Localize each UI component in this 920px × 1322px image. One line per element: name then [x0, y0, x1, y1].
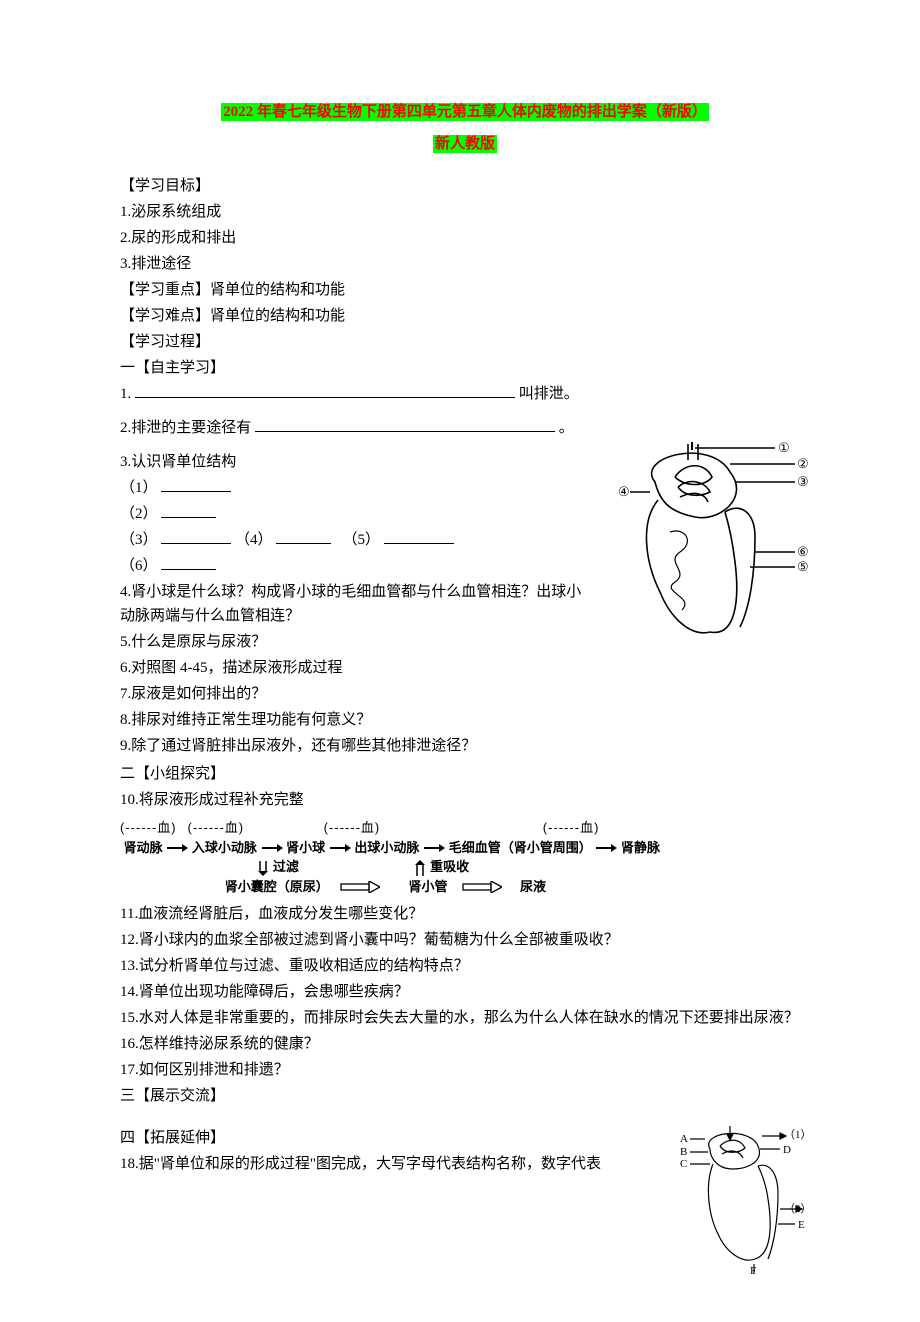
- process-header: 【学习过程】: [120, 330, 810, 354]
- question-16: 16.怎样维持泌尿系统的健康？: [120, 1032, 810, 1056]
- blood-blank-2: (------血): [187, 820, 244, 835]
- document-title: 2022 年春七年级生物下册第四单元第五章人体内废物的排出学案（新版）: [120, 100, 810, 124]
- objective-2: 2.尿的形成和排出: [120, 226, 810, 250]
- arrow-icon: [261, 843, 283, 853]
- question-1: 1. 叫排泄。: [120, 382, 810, 406]
- blood-blank-1: (------血): [120, 820, 177, 835]
- exchange-header: 三【展示交流】: [120, 1084, 810, 1108]
- arrow-icon: [595, 843, 617, 853]
- flow-row-blood: (------血) (------血) (------血) (------血): [120, 818, 810, 838]
- question-14: 14.肾单位出现功能障碍后，会患哪些疾病？: [120, 980, 810, 1004]
- q3-i4-blank: [276, 529, 331, 544]
- nephron-diagram: ① ② ③ ④ ⑥ ⑤: [600, 442, 810, 660]
- q3-i4-label: （4）: [235, 532, 273, 548]
- question-9: 9.除了通过肾脏排出尿液外，还有哪些其他排泄途径？: [120, 734, 810, 758]
- nephron-svg: ① ② ③ ④ ⑥ ⑤: [600, 442, 810, 652]
- page-container: 2022 年春七年级生物下册第四单元第五章人体内废物的排出学案（新版） 新人教版…: [0, 0, 920, 1322]
- nephron-process-svg: A B C D E F （1） （2）: [680, 1124, 810, 1274]
- bd-label-a: A: [680, 1133, 688, 1145]
- flow-n3: 肾小球: [286, 840, 325, 855]
- difficulty: 【学习难点】肾单位的结构和功能: [120, 304, 810, 328]
- question-12: 12.肾小球内的血浆全部被过滤到肾小囊中吗？葡萄糖为什么全部被重吸收？: [120, 928, 810, 952]
- q3-i6-blank: [161, 555, 216, 570]
- bd-label-e: E: [798, 1219, 805, 1231]
- q2-blank: [255, 417, 555, 432]
- flow-row-bottom: 肾小囊腔（原尿） 肾小管 尿液: [120, 877, 810, 897]
- nephron-label-1: ①: [778, 442, 790, 455]
- arrow-icon: [423, 843, 445, 853]
- bd-label-n2: （2）: [784, 1202, 810, 1215]
- key-point: 【学习重点】肾单位的结构和功能: [120, 278, 810, 302]
- flow-bottom-mid: 肾小管: [409, 879, 448, 894]
- hollow-arrow-icon: [340, 881, 380, 893]
- blood-blank-4: (------血): [543, 820, 600, 835]
- nephron-label-4: ④: [618, 484, 630, 499]
- q1-blank: [135, 383, 515, 398]
- q2-prefix: 2.排泄的主要途径有: [120, 420, 251, 436]
- objective-1: 1.泌尿系统组成: [120, 200, 810, 224]
- question-10: 10.将尿液形成过程补充完整: [120, 788, 810, 812]
- flow-n2: 入球小动脉: [192, 840, 257, 855]
- q1-prefix: 1.: [120, 386, 131, 402]
- question-8: 8.排尿对维持正常生理功能有何意义？: [120, 708, 810, 732]
- objectives-header: 【学习目标】: [120, 174, 810, 198]
- q2-suffix: 。: [559, 420, 574, 436]
- question-2: 2.排泄的主要途径有 。: [120, 416, 810, 440]
- flow-filter-label: 过滤: [273, 859, 299, 874]
- flow-row-main: 肾动脉 入球小动脉 肾小球 出球小动脉 毛细血管（肾小管周围） 肾静脉: [120, 838, 810, 858]
- subtitle-highlight: 新人教版: [433, 135, 497, 153]
- bd-label-n1: （1）: [784, 1128, 810, 1141]
- q3-i2-label: （2）: [120, 506, 158, 522]
- q3-i5-blank: [384, 529, 454, 544]
- nephron-label-2: ②: [797, 456, 809, 471]
- question-13: 13.试分析肾单位与过滤、重吸收相适应的结构特点？: [120, 954, 810, 978]
- q3-i1-label: （1）: [120, 480, 158, 496]
- flow-n4: 出球小动脉: [354, 840, 419, 855]
- flow-bottom-right: 尿液: [520, 879, 546, 894]
- hollow-arrow-icon: [462, 881, 502, 893]
- q1-suffix: 叫排泄。: [519, 386, 579, 402]
- flow-bottom-left: 肾小囊腔（原尿）: [225, 879, 329, 894]
- q3-i6-label: （6）: [120, 558, 158, 574]
- down-arrow-icon: [257, 860, 269, 876]
- objective-3: 3.排泄途径: [120, 252, 810, 276]
- nephron-label-6: ⑥: [797, 544, 809, 559]
- question-11: 11.血液流经肾脏后，血液成分发生哪些变化？: [120, 902, 810, 926]
- arrow-icon: [166, 843, 188, 853]
- q3-i3-blank: [161, 529, 231, 544]
- urine-formation-flowchart: (------血) (------血) (------血) (------血) …: [120, 818, 810, 896]
- flow-row-vertical: 过滤 重吸收: [120, 857, 810, 877]
- q3-i3-label: （3）: [120, 532, 158, 548]
- q3-i1-blank: [161, 477, 231, 492]
- bd-label-f: F: [750, 1265, 756, 1274]
- question-7: 7.尿液是如何排出的？: [120, 682, 810, 706]
- nephron-process-diagram: A B C D E F （1） （2）: [680, 1124, 810, 1282]
- flow-reabsorb-label: 重吸收: [430, 859, 469, 874]
- document-subtitle: 新人教版: [120, 132, 810, 156]
- nephron-label-3: ③: [797, 474, 809, 489]
- bd-label-b: B: [680, 1146, 687, 1158]
- blood-blank-3: (------血): [324, 820, 381, 835]
- arrow-icon: [329, 843, 351, 853]
- q3-i5-label: （5）: [343, 532, 381, 548]
- bd-label-d: D: [783, 1144, 791, 1156]
- nephron-label-5: ⑤: [797, 559, 809, 574]
- flow-n5: 毛细血管（肾小管周围）: [449, 840, 592, 855]
- selfstudy-header: 一【自主学习】: [120, 356, 810, 380]
- up-arrow-icon: [414, 860, 426, 876]
- group-header: 二【小组探究】: [120, 762, 810, 786]
- flow-n6: 肾静脉: [621, 840, 660, 855]
- flow-n1: 肾动脉: [124, 840, 163, 855]
- bd-label-c: C: [680, 1158, 687, 1170]
- question-15: 15.水对人体是非常重要的，而排尿时会失去大量的水，那么为什么人体在缺水的情况下…: [120, 1006, 810, 1030]
- question-17: 17.如何区别排泄和排遗？: [120, 1058, 810, 1082]
- q3-i2-blank: [161, 503, 216, 518]
- title-highlight: 2022 年春七年级生物下册第四单元第五章人体内废物的排出学案（新版）: [221, 103, 709, 121]
